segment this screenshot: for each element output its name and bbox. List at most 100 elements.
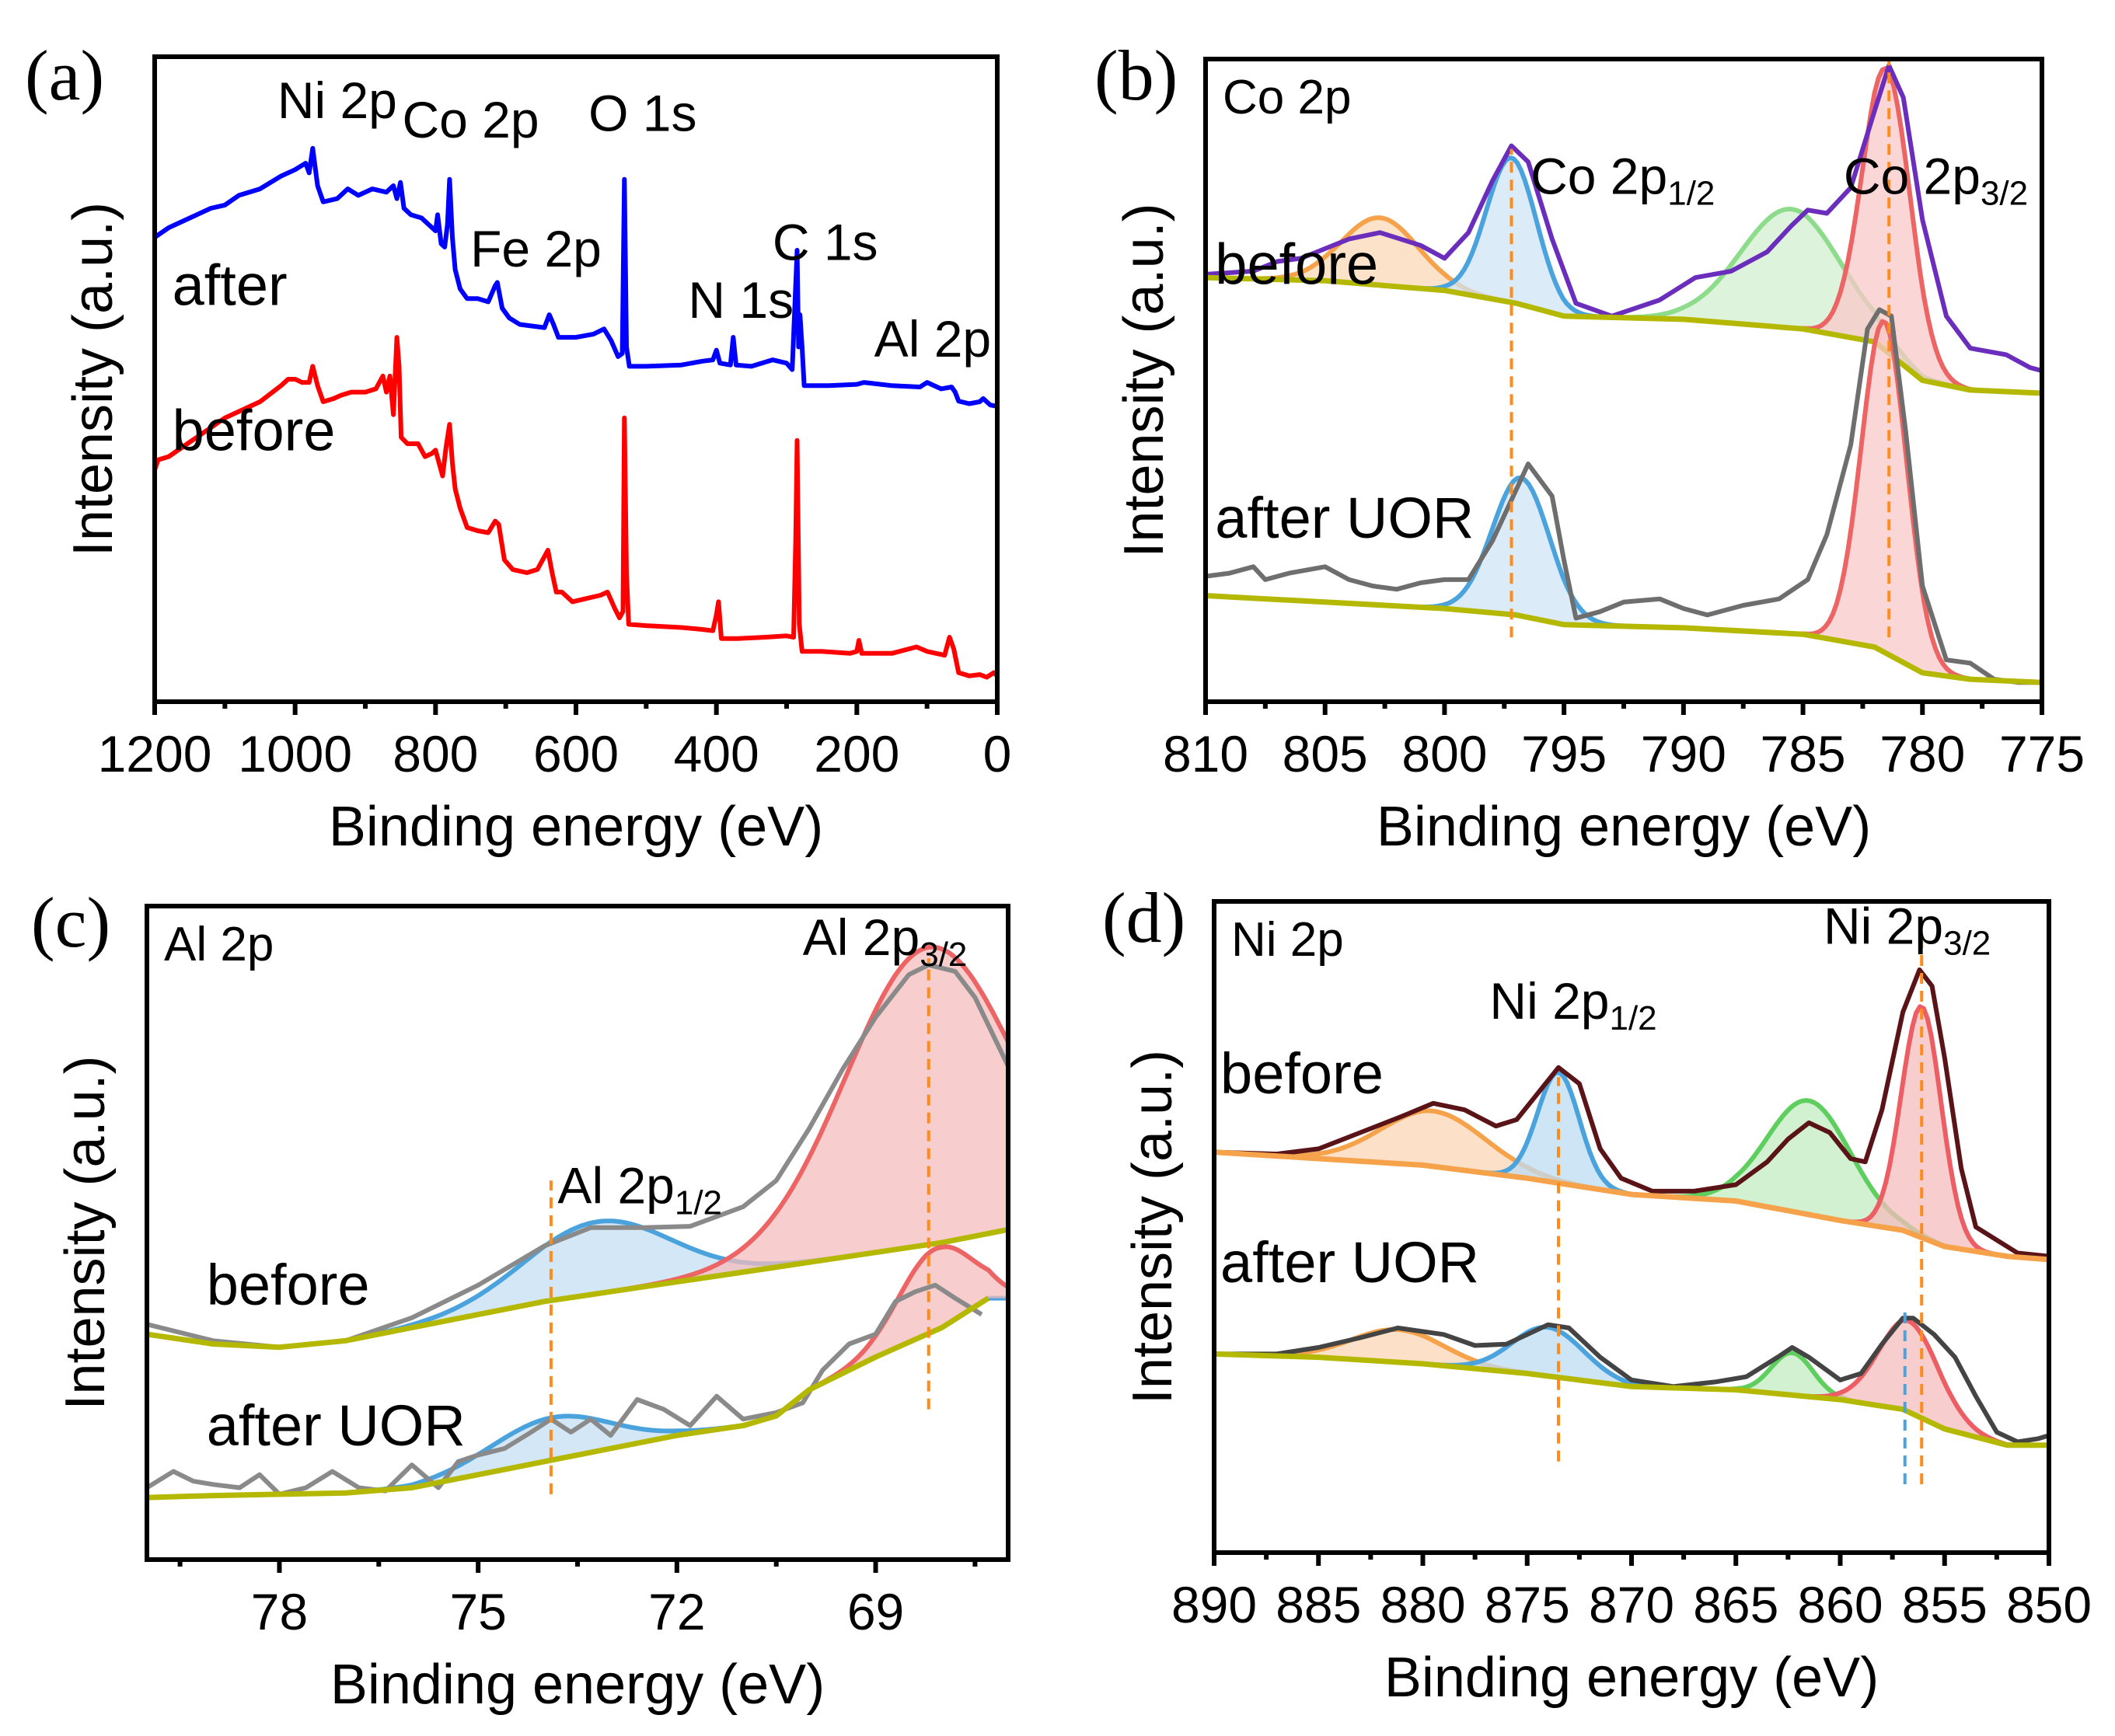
peak-annotation: O 1s (588, 84, 696, 141)
curve-label: after (173, 253, 288, 318)
x-tick-label: 860 (1797, 1576, 1883, 1633)
element-label: Al 2p (164, 918, 274, 971)
x-tick-label: 785 (1761, 725, 1846, 783)
peak-annotation: Al 2p (874, 310, 991, 368)
spectrum-group-after-uor (1214, 1316, 2049, 1448)
background-line (1214, 1351, 2049, 1448)
x-tick-label: 870 (1589, 1576, 1674, 1633)
x-tick-label: 1000 (238, 725, 352, 783)
curve-label: before (207, 1253, 370, 1317)
panel-label: (a) (25, 36, 104, 115)
curve-label: after UOR (1220, 1230, 1479, 1295)
x-axis-title: Binding energy (eV) (330, 1654, 825, 1716)
plot-area (147, 944, 1008, 1501)
x-axis-title: Binding energy (eV) (329, 796, 823, 858)
spectrum-group-before (1206, 63, 2042, 396)
peak-label-subscript: 3/2 (1943, 924, 1991, 962)
peak-label: Co 2p3/2 (1844, 148, 2028, 213)
element-label: Co 2p (1223, 71, 1351, 124)
panel-label: (d) (1102, 878, 1185, 957)
peak-label-main: Al 2p (557, 1157, 674, 1215)
peak-label: Ni 2p3/2 (1824, 897, 1991, 962)
fit-component-fill (147, 946, 1008, 1347)
fit-component-fill (1206, 321, 2042, 683)
panel-a: (a) Ni 2p Co 2p O 1s Fe 2p C 1sN 1s Al 2p after… (25, 36, 1011, 858)
peak-label-subscript: 1/2 (1667, 175, 1715, 213)
curve-label: before (173, 398, 336, 462)
panel-label: (c) (31, 883, 110, 962)
peak-label-subscript: 1/2 (1609, 999, 1656, 1037)
peak-label-main: Ni 2p (1824, 897, 1943, 954)
x-tick-label: 1200 (98, 725, 212, 783)
fit-component-fill (1214, 1329, 2049, 1445)
spectrum-group-after-uor (147, 1244, 1008, 1501)
panel-label: (b) (1094, 36, 1178, 115)
curve-label: before (1220, 1041, 1384, 1106)
fit-component-fill (1206, 209, 2042, 393)
x-tick-label: 78 (251, 1583, 308, 1640)
x-tick-label: 0 (983, 725, 1012, 783)
peak-label: Ni 2p1/2 (1489, 972, 1656, 1037)
series-after (155, 145, 997, 409)
spectrum-line (1214, 1316, 2049, 1445)
background-line (1206, 274, 2042, 396)
x-tick-label: 890 (1171, 1576, 1257, 1633)
background-line (1206, 593, 2042, 685)
peak-annotation: Fe 2p (470, 220, 602, 277)
peak-label-main: Al 2p (803, 908, 920, 966)
plot-area (1214, 967, 2049, 1448)
x-tick-label: 885 (1276, 1576, 1361, 1633)
x-tick-label: 69 (847, 1583, 904, 1640)
y-axis-title: Intensity (a.u.) (1113, 203, 1175, 557)
x-tick-label: 200 (814, 725, 899, 783)
peak-label-subscript: 3/2 (920, 936, 967, 974)
fit-component-fill (1214, 1110, 2049, 1260)
fit-component-fill (147, 1246, 1008, 1498)
x-tick-label: 865 (1693, 1576, 1778, 1633)
x-tick-label: 800 (393, 725, 478, 783)
curve-label: after UOR (1215, 486, 1474, 550)
x-tick-label: 850 (2006, 1576, 2092, 1633)
y-axis-title: Intensity (a.u.) (1122, 1050, 1184, 1404)
peak-annotation: Co 2p (402, 91, 539, 148)
x-tick-label: 880 (1380, 1576, 1465, 1633)
plot-area (155, 145, 997, 680)
peak-label: Al 2p1/2 (557, 1157, 722, 1222)
peak-label-subscript: 1/2 (675, 1184, 722, 1222)
plot-frame (152, 54, 1000, 704)
x-tick-label: 775 (1999, 725, 2085, 783)
peak-annotation: C 1s (773, 213, 878, 270)
x-tick-label: 790 (1641, 725, 1726, 783)
x-axis-title: Binding energy (eV) (1377, 796, 1871, 858)
peak-label-main: Co 2p (1530, 148, 1667, 205)
peak-label-subscript: 3/2 (1981, 175, 2028, 213)
fit-component-fill (1206, 218, 2042, 393)
x-tick-label: 810 (1163, 725, 1248, 783)
spectrum-group-after-uor (1206, 307, 2042, 685)
x-tick-label: 875 (1485, 1576, 1570, 1633)
background-line (1214, 1149, 2049, 1263)
element-label: Ni 2p (1231, 913, 1344, 967)
x-tick-label: 805 (1283, 725, 1368, 783)
x-tick-label: 800 (1401, 725, 1487, 783)
peak-label: Al 2p3/2 (803, 908, 968, 974)
spectrum-line (1206, 307, 2042, 685)
spectrum-line (1214, 967, 2049, 1259)
x-tick-label: 795 (1521, 725, 1607, 783)
y-axis-title: Intensity (a.u.) (54, 1055, 117, 1410)
y-axis-title: Intensity (a.u.) (62, 202, 124, 556)
fit-component-fill (147, 1221, 1008, 1347)
spectrum-line (1206, 63, 2042, 373)
spectrum-group-before (147, 944, 1008, 1351)
peak-label-main: Ni 2p (1489, 972, 1609, 1030)
background-line (147, 1295, 990, 1501)
x-tick-label: 400 (674, 725, 759, 783)
x-tick-label: 855 (1902, 1576, 1988, 1633)
peak-annotation: Ni 2p (277, 71, 397, 129)
x-axis-title: Binding energy (eV) (1384, 1647, 1879, 1709)
spectrum-group-before (1214, 967, 2049, 1263)
series-before (155, 335, 997, 680)
